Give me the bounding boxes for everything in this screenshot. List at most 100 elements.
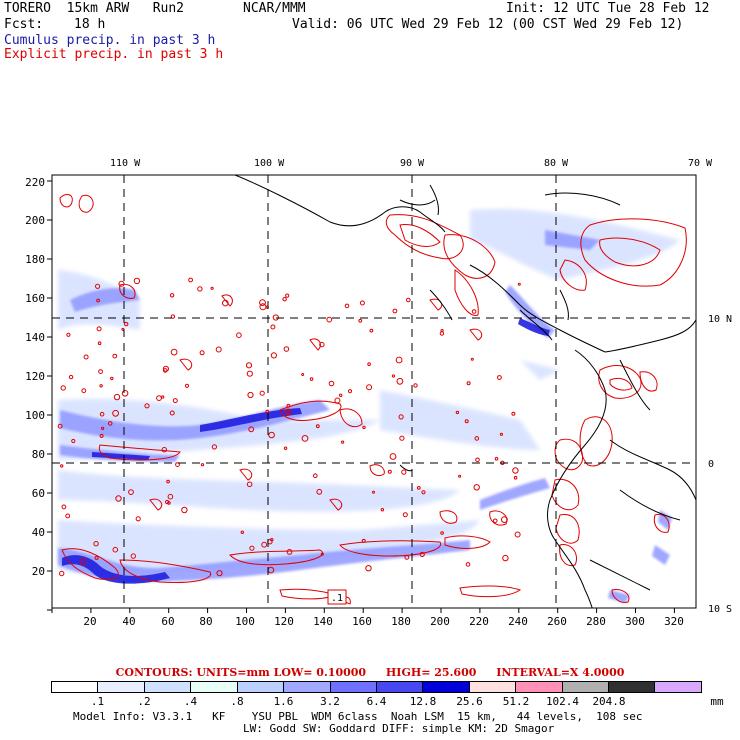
precip-cell	[365, 565, 372, 572]
precip-cell	[96, 326, 102, 332]
precip-cell	[369, 328, 374, 333]
precip-cell	[133, 277, 141, 285]
precip-cell	[166, 479, 170, 484]
left-axis-labels: 220 200 180 160 140 120 100 80 60 40 20	[25, 176, 45, 578]
y-label: 60	[32, 487, 45, 500]
x-label: 80	[199, 615, 212, 628]
color-scale-label: .4	[183, 695, 198, 708]
x-label: 260	[547, 615, 567, 628]
explicit-scatter	[57, 277, 521, 577]
valid-time: Valid: 06 UTC Wed 29 Feb 12 (00 CST Wed …	[292, 17, 684, 32]
precip-cell	[197, 286, 203, 292]
model-title: TORERO 15km ARW Run2	[4, 1, 185, 16]
precip-cell	[497, 375, 502, 380]
contour-high: HIGH= 25.600	[385, 666, 477, 679]
color-scale-label: 25.6	[456, 695, 483, 708]
y-label: 220	[25, 176, 45, 189]
cumulus-dark	[62, 318, 550, 584]
precip-cell	[248, 426, 255, 433]
color-swatch	[284, 682, 331, 692]
color-swatch	[191, 682, 238, 692]
x-label: 180	[391, 615, 411, 628]
precip-cell	[439, 331, 445, 336]
precip-cell	[372, 490, 375, 494]
precip-cell	[170, 348, 178, 356]
color-swatch	[330, 682, 377, 692]
precip-cell	[169, 410, 175, 416]
color-swatch	[423, 682, 470, 692]
precip-cell	[455, 410, 460, 415]
x-label: 300	[625, 615, 645, 628]
precip-cell	[59, 570, 65, 577]
precip-cell	[458, 474, 462, 478]
precip-cell	[113, 393, 121, 401]
precip-cell	[60, 464, 64, 468]
precip-cell	[339, 393, 343, 397]
annotation-label: .1	[331, 593, 343, 604]
precip-cell	[110, 376, 114, 381]
x-label: 220	[469, 615, 489, 628]
precip-cell	[380, 508, 385, 512]
precip-cell	[270, 538, 274, 542]
x-label: 40	[122, 615, 135, 628]
org-label: NCAR/MMM	[243, 1, 306, 16]
precip-cell	[94, 555, 99, 560]
precip-cell	[440, 531, 444, 535]
precip-cell	[398, 414, 404, 420]
precip-cell	[83, 354, 89, 360]
color-scale-label: 204.8	[592, 695, 626, 708]
precip-cell	[270, 352, 277, 359]
precip-cell	[395, 356, 403, 364]
precip-cell	[128, 489, 134, 496]
precip-cell	[465, 562, 471, 567]
precip-cell	[396, 377, 404, 385]
color-swatch	[655, 682, 701, 692]
precip-cell	[359, 300, 365, 306]
x-label: 60	[161, 615, 174, 628]
precip-cell	[246, 370, 253, 377]
precip-cell	[471, 309, 477, 314]
precip-cell	[404, 555, 410, 560]
precip-cell	[320, 552, 324, 556]
precip-cell	[246, 481, 253, 488]
precip-cell	[240, 530, 245, 534]
precip-cell	[319, 341, 325, 348]
precip-cell	[313, 473, 318, 479]
model-info: Model Info: V3.3.1 KF YSU PBL WDM 6class…	[73, 710, 643, 723]
plot-frame	[51, 174, 697, 609]
precip-cell	[99, 384, 103, 388]
precip-cell	[144, 403, 150, 409]
lon-label-80w: 80 W	[544, 158, 569, 169]
precip-field	[57, 175, 696, 608]
precip-cell	[362, 425, 366, 430]
precip-cell	[502, 554, 509, 562]
color-scale-unit: mm	[710, 695, 724, 708]
precip-cell	[118, 280, 125, 287]
precip-cell	[470, 357, 474, 361]
precip-cell	[475, 457, 480, 463]
color-scale-label: .2	[137, 695, 151, 708]
precip-cell	[286, 410, 292, 416]
precip-cell	[268, 431, 275, 439]
precip-cell	[162, 368, 168, 373]
precip-cell	[60, 385, 66, 391]
precip-cell	[328, 380, 335, 387]
precip-cell	[413, 383, 418, 388]
precip-cell	[389, 453, 397, 460]
precip-cell	[216, 570, 223, 577]
precip-cell	[96, 298, 100, 303]
y-label: 20	[32, 565, 45, 578]
precip-cell	[473, 484, 480, 491]
color-scale-label: 12.8	[409, 695, 437, 708]
precip-cell	[65, 513, 71, 519]
lon-label-90w: 90 W	[400, 158, 425, 169]
precip-cell	[130, 553, 137, 559]
precip-cell	[215, 346, 222, 353]
x-label: 20	[83, 615, 96, 628]
precip-cell	[511, 411, 516, 416]
precip-cell	[162, 365, 169, 372]
precip-cell	[167, 493, 174, 500]
precip-cell	[249, 545, 255, 551]
color-swatch	[376, 682, 424, 692]
precip-cell	[492, 518, 498, 524]
